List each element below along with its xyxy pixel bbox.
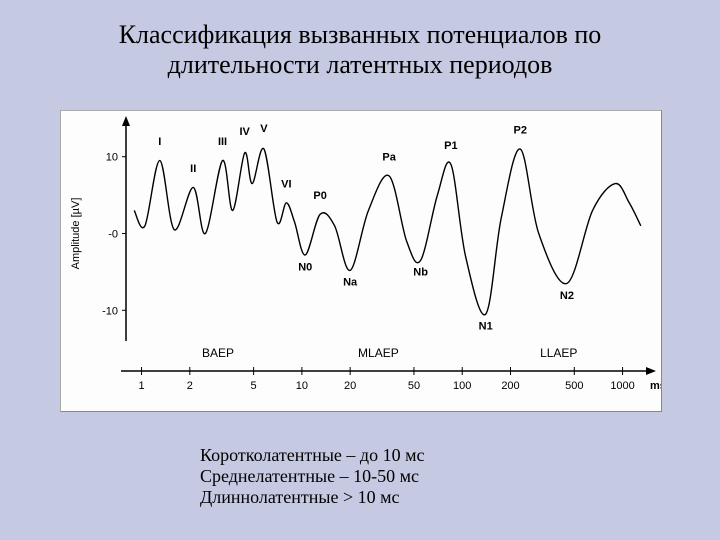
svg-text:LLAEP: LLAEP: [540, 346, 577, 360]
svg-text:I: I: [158, 136, 161, 148]
svg-text:P1: P1: [444, 140, 457, 152]
page-title: Классификация вызванных потенциалов по д…: [0, 20, 720, 80]
caption-line-2: Среднелатентные – 10-50 мс: [200, 466, 424, 487]
title-line-2: длительности латентных периодов: [0, 50, 720, 80]
svg-text:N2: N2: [560, 290, 574, 302]
svg-text:5: 5: [251, 380, 257, 392]
svg-text:N0: N0: [298, 261, 312, 273]
chart-svg: 10 -0 -10 Amplitude [µV] 1 2 5 10 20 50 100 200 500 1…: [61, 111, 661, 411]
svg-text:Pa: Pa: [382, 152, 396, 164]
svg-text:2: 2: [187, 380, 193, 392]
svg-text:P2: P2: [513, 125, 526, 137]
svg-text:100: 100: [453, 380, 471, 392]
svg-text:III: III: [218, 136, 227, 148]
svg-text:N1: N1: [479, 320, 493, 332]
svg-text:1: 1: [138, 380, 144, 392]
svg-text:20: 20: [344, 380, 356, 392]
evoked-potentials-chart: 10 -0 -10 Amplitude [µV] 1 2 5 10 20 50 100 200 500 1…: [60, 110, 662, 412]
svg-text:BAEP: BAEP: [202, 346, 234, 360]
svg-text:Na: Na: [343, 277, 358, 289]
svg-text:ms: ms: [650, 380, 661, 392]
caption-line-3: Длиннолатентные > 10 мс: [200, 487, 424, 508]
slide: Классификация вызванных потенциалов по д…: [0, 0, 720, 540]
svg-text:-0: -0: [108, 229, 118, 241]
svg-text:10: 10: [296, 380, 308, 392]
svg-text:Amplitude [µV]: Amplitude [µV]: [70, 198, 82, 270]
svg-text:-10: -10: [102, 305, 118, 317]
svg-text:Nb: Nb: [413, 267, 428, 279]
svg-text:IV: IV: [240, 126, 251, 138]
caption-line-1: Коротколатентные – до 10 мс: [200, 445, 424, 466]
svg-text:VI: VI: [281, 178, 291, 190]
svg-text:MLAEP: MLAEP: [358, 346, 399, 360]
svg-text:1000: 1000: [610, 380, 634, 392]
svg-text:200: 200: [501, 380, 519, 392]
svg-text:10: 10: [106, 152, 118, 164]
svg-text:500: 500: [565, 380, 583, 392]
svg-text:P0: P0: [313, 190, 326, 202]
caption-block: Коротколатентные – до 10 мс Среднелатент…: [200, 445, 424, 508]
svg-text:50: 50: [408, 380, 420, 392]
title-line-1: Классификация вызванных потенциалов по: [0, 20, 720, 50]
svg-text:V: V: [260, 123, 268, 135]
svg-text:II: II: [190, 163, 196, 175]
